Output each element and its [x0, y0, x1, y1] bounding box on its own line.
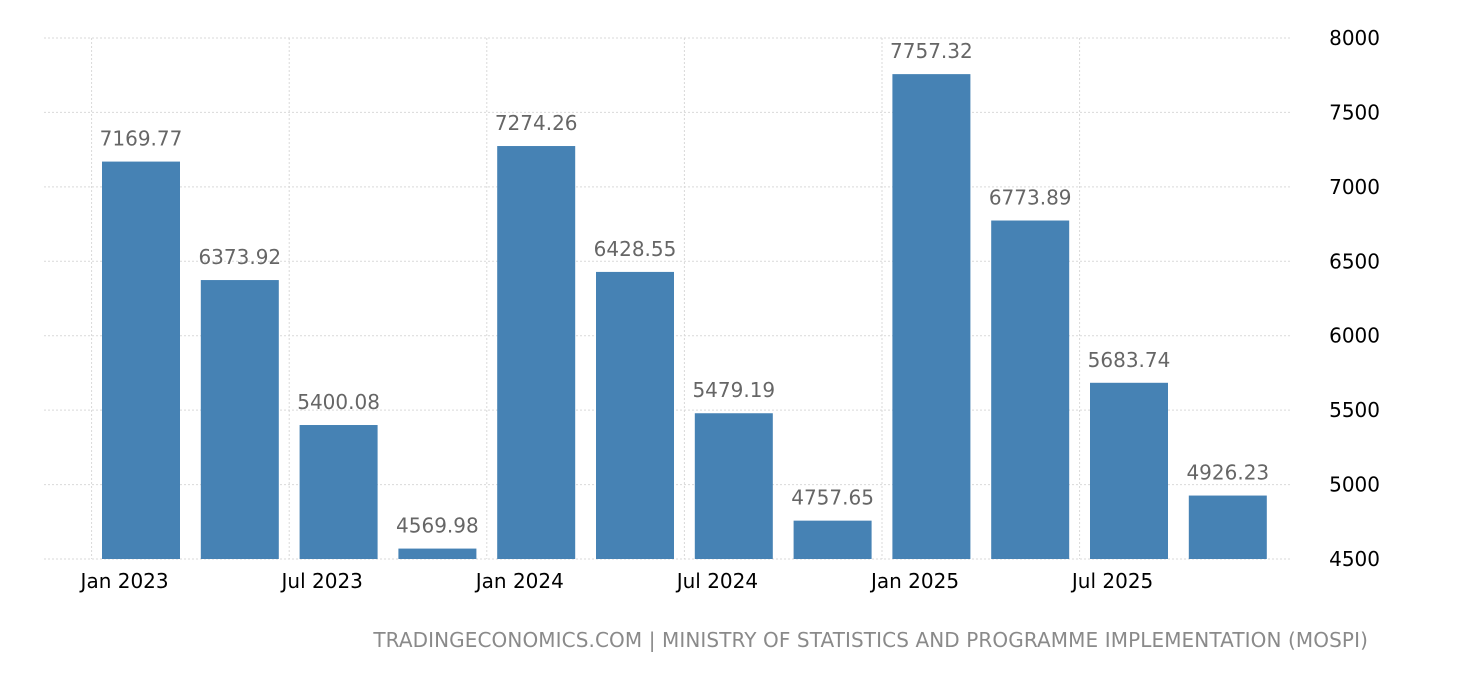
- bar-jul-2024: [694, 413, 773, 559]
- y-tick-label: 7000: [1329, 175, 1380, 199]
- data-label: 7757.32: [890, 39, 973, 63]
- bar-jan-2023: [102, 161, 180, 559]
- x-tick-label: Jul 2024: [675, 569, 758, 593]
- y-tick-label: 4500: [1329, 547, 1380, 571]
- y-tick-label: 7500: [1329, 100, 1380, 124]
- y-tick-label: 6000: [1329, 324, 1380, 348]
- x-axis: Jan 2023 Jul 2023 Jan 2024 Jul 2024 Jan 2025…: [79, 569, 1154, 593]
- bar-apr-2025: [991, 220, 1070, 559]
- y-tick-label: 5500: [1329, 398, 1380, 422]
- x-tick-label: Jan 2024: [474, 569, 564, 593]
- bar-jan-2024: [497, 146, 576, 559]
- bar-oct-2025: [1188, 495, 1267, 559]
- data-label: 4926.23: [1186, 461, 1269, 485]
- y-tick-label: 5000: [1329, 473, 1380, 497]
- bar-jan-2025: [892, 74, 971, 560]
- x-tick-label: Jan 2023: [79, 569, 169, 593]
- bar-jul-2023: [299, 425, 378, 559]
- y-tick-label: 6500: [1329, 249, 1380, 273]
- data-label: 7274.26: [495, 111, 578, 135]
- bar-oct-2023: [398, 548, 477, 559]
- bar-apr-2024: [596, 271, 674, 559]
- data-label: 4569.98: [396, 514, 479, 538]
- data-label: 5479.19: [692, 378, 775, 402]
- bar-apr-2023: [200, 280, 279, 559]
- x-tick-label: Jul 2023: [280, 569, 363, 593]
- bar-chart: 7169.77 6373.92 5400.08 4569.98 7274.26 6428.…: [44, 26, 1380, 593]
- data-label: 6373.92: [198, 245, 281, 269]
- data-label: 5400.08: [297, 390, 380, 414]
- bar-jul-2025: [1090, 382, 1168, 559]
- data-label: 4757.65: [791, 486, 874, 510]
- x-tick-label: Jul 2025: [1070, 569, 1153, 593]
- data-label: 6428.55: [594, 237, 677, 261]
- data-labels: 7169.77 6373.92 5400.08 4569.98 7274.26 6428.…: [100, 39, 1270, 537]
- bars: [102, 74, 1267, 560]
- data-label: 5683.74: [1088, 348, 1171, 372]
- source-attribution: TRADINGECONOMICS.COM | MINISTRY OF STATI…: [373, 628, 1368, 652]
- bar-oct-2024: [793, 520, 872, 559]
- data-label: 7169.77: [100, 127, 183, 151]
- x-tick-label: Jan 2025: [869, 569, 959, 593]
- y-tick-label: 8000: [1329, 26, 1380, 50]
- data-label: 6773.89: [989, 186, 1072, 210]
- grid-lines: [44, 37, 1290, 560]
- y-axis: 4500 5000 5500 6000 6500 7000 7500 8000: [1329, 26, 1380, 571]
